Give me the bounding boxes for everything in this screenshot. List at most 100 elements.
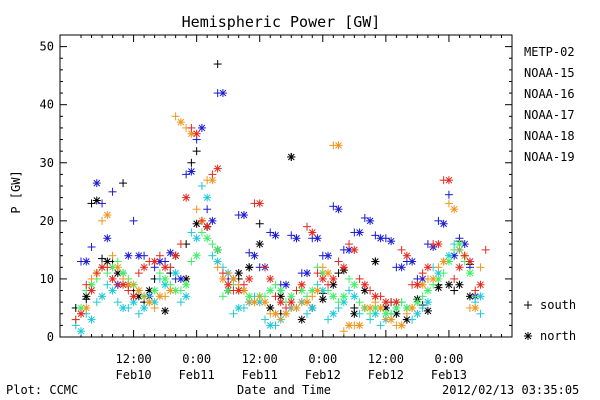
- noaa-15-north-point: [324, 251, 333, 260]
- noaa-19-south-point: [460, 251, 469, 260]
- noaa-16-north-point: [444, 251, 453, 260]
- y-tick-label: 50: [40, 40, 54, 54]
- noaa-16-north-point: [119, 303, 128, 312]
- noaa-16-south-point: [376, 321, 385, 330]
- noaa-19-south-point: [450, 274, 459, 283]
- noaa-19-north-point: [203, 222, 212, 231]
- noaa-18-north-point: [103, 211, 112, 220]
- noaa-16-north-point: [339, 298, 348, 307]
- noaa-19-north-point: [129, 292, 138, 301]
- noaa-16-north-point: [213, 257, 222, 266]
- noaa-17-north-point: [266, 286, 275, 295]
- noaa-19-south-point: [71, 315, 80, 324]
- noaa-18-north-point: [313, 286, 322, 295]
- noaa-18-north-point: [366, 303, 375, 312]
- noaa-15-south-point: [444, 190, 453, 199]
- noaa-18-north-point: [408, 303, 417, 312]
- noaa-19-south-point: [313, 269, 322, 278]
- plot-frame: [59, 34, 513, 338]
- noaa-18-south-point: [192, 205, 201, 214]
- noaa-19-north-point: [308, 228, 317, 237]
- x-tick-time: 0:00: [434, 352, 463, 366]
- noaa-19-north-point: [339, 263, 348, 272]
- noaa-18-north-point: [355, 321, 364, 330]
- metp-02-north-point: [434, 283, 443, 292]
- noaa-15-south-point: [98, 199, 107, 208]
- noaa-19-north-point: [276, 298, 285, 307]
- noaa-16-south-point: [113, 298, 122, 307]
- noaa-15-north-point: [397, 263, 406, 272]
- noaa-19-south-point: [134, 269, 143, 278]
- x-tick-date: Feb11: [179, 368, 215, 382]
- plot-timestamp: 2012/02/13 03:35:05: [442, 383, 580, 397]
- legend-marker-south: [524, 301, 532, 309]
- metp-02-south-point: [450, 286, 459, 295]
- legend: METP-02 NOAA-15 NOAA-16 NOAA-17 NOAA-18 NOAA-…: [524, 45, 576, 343]
- noaa-18-north-point: [429, 274, 438, 283]
- noaa-19-south-point: [303, 222, 312, 231]
- noaa-19-south-point: [92, 269, 101, 278]
- y-axis-label: P [GW]: [9, 170, 23, 213]
- noaa-17-south-point: [208, 240, 217, 249]
- noaa-19-north-point: [350, 245, 359, 254]
- noaa-19-north-point: [434, 240, 443, 249]
- noaa-19-north-point: [287, 298, 296, 307]
- x-tick-time: 12:00: [242, 352, 278, 366]
- noaa-16-south-point: [187, 228, 196, 237]
- noaa-17-north-point: [203, 234, 212, 243]
- noaa-18-south-point: [171, 112, 180, 121]
- noaa-19-south-point: [471, 286, 480, 295]
- noaa-17-north-point: [434, 274, 443, 283]
- noaa-18-north-point: [345, 321, 354, 330]
- noaa-15-south-point: [203, 205, 212, 214]
- noaa-19-north-point: [213, 164, 222, 173]
- noaa-19-north-point: [381, 298, 390, 307]
- noaa-18-south-point: [455, 245, 464, 254]
- noaa-16-south-point: [476, 309, 485, 318]
- noaa-18-north-point: [113, 263, 122, 272]
- noaa-19-south-point: [292, 286, 301, 295]
- noaa-16-north-point: [350, 292, 359, 301]
- noaa-19-south-point: [271, 292, 280, 301]
- noaa-16-north-point: [77, 327, 86, 336]
- noaa-18-south-point: [434, 263, 443, 272]
- noaa-17-south-point: [418, 292, 427, 301]
- noaa-19-north-point: [413, 280, 422, 289]
- noaa-17-north-point: [182, 280, 191, 289]
- metp-02-north-point: [371, 257, 380, 266]
- chart-title: Hemispheric Power [GW]: [182, 13, 381, 31]
- noaa-16-north-point: [329, 309, 338, 318]
- noaa-15-north-point: [197, 123, 206, 132]
- noaa-19-south-point: [324, 280, 333, 289]
- noaa-15-north-point: [208, 216, 217, 225]
- metp-02-north-point: [287, 152, 296, 161]
- noaa-18-north-point: [439, 257, 448, 266]
- noaa-18-south-point: [150, 303, 159, 312]
- noaa-19-north-point: [423, 263, 432, 272]
- noaa-19-north-point: [371, 292, 380, 301]
- noaa-15-north-point: [460, 240, 469, 249]
- noaa-15-north-point: [239, 211, 248, 220]
- noaa-19-north-point: [318, 274, 327, 283]
- noaa-19-south-point: [187, 123, 196, 132]
- noaa-18-south-point: [402, 309, 411, 318]
- metp-02-north-point: [350, 309, 359, 318]
- noaa-19-south-point: [82, 280, 91, 289]
- noaa-17-north-point: [213, 245, 222, 254]
- noaa-16-north-point: [87, 315, 96, 324]
- data-points: [71, 60, 532, 340]
- y-tick-label: 10: [40, 272, 54, 286]
- noaa-18-south-point: [339, 327, 348, 336]
- noaa-19-north-point: [297, 280, 306, 289]
- noaa-15-north-point: [124, 251, 133, 260]
- noaa-18-south-point: [87, 274, 96, 283]
- noaa-15-north-point: [292, 234, 301, 243]
- noaa-16-north-point: [413, 309, 422, 318]
- noaa-17-north-point: [276, 286, 285, 295]
- legend-entry: NOAA-15: [524, 66, 575, 80]
- noaa-18-south-point: [108, 251, 117, 260]
- noaa-16-north-point: [129, 298, 138, 307]
- x-axis-label: Date and Time: [237, 383, 331, 397]
- y-tick-label: 30: [40, 156, 54, 170]
